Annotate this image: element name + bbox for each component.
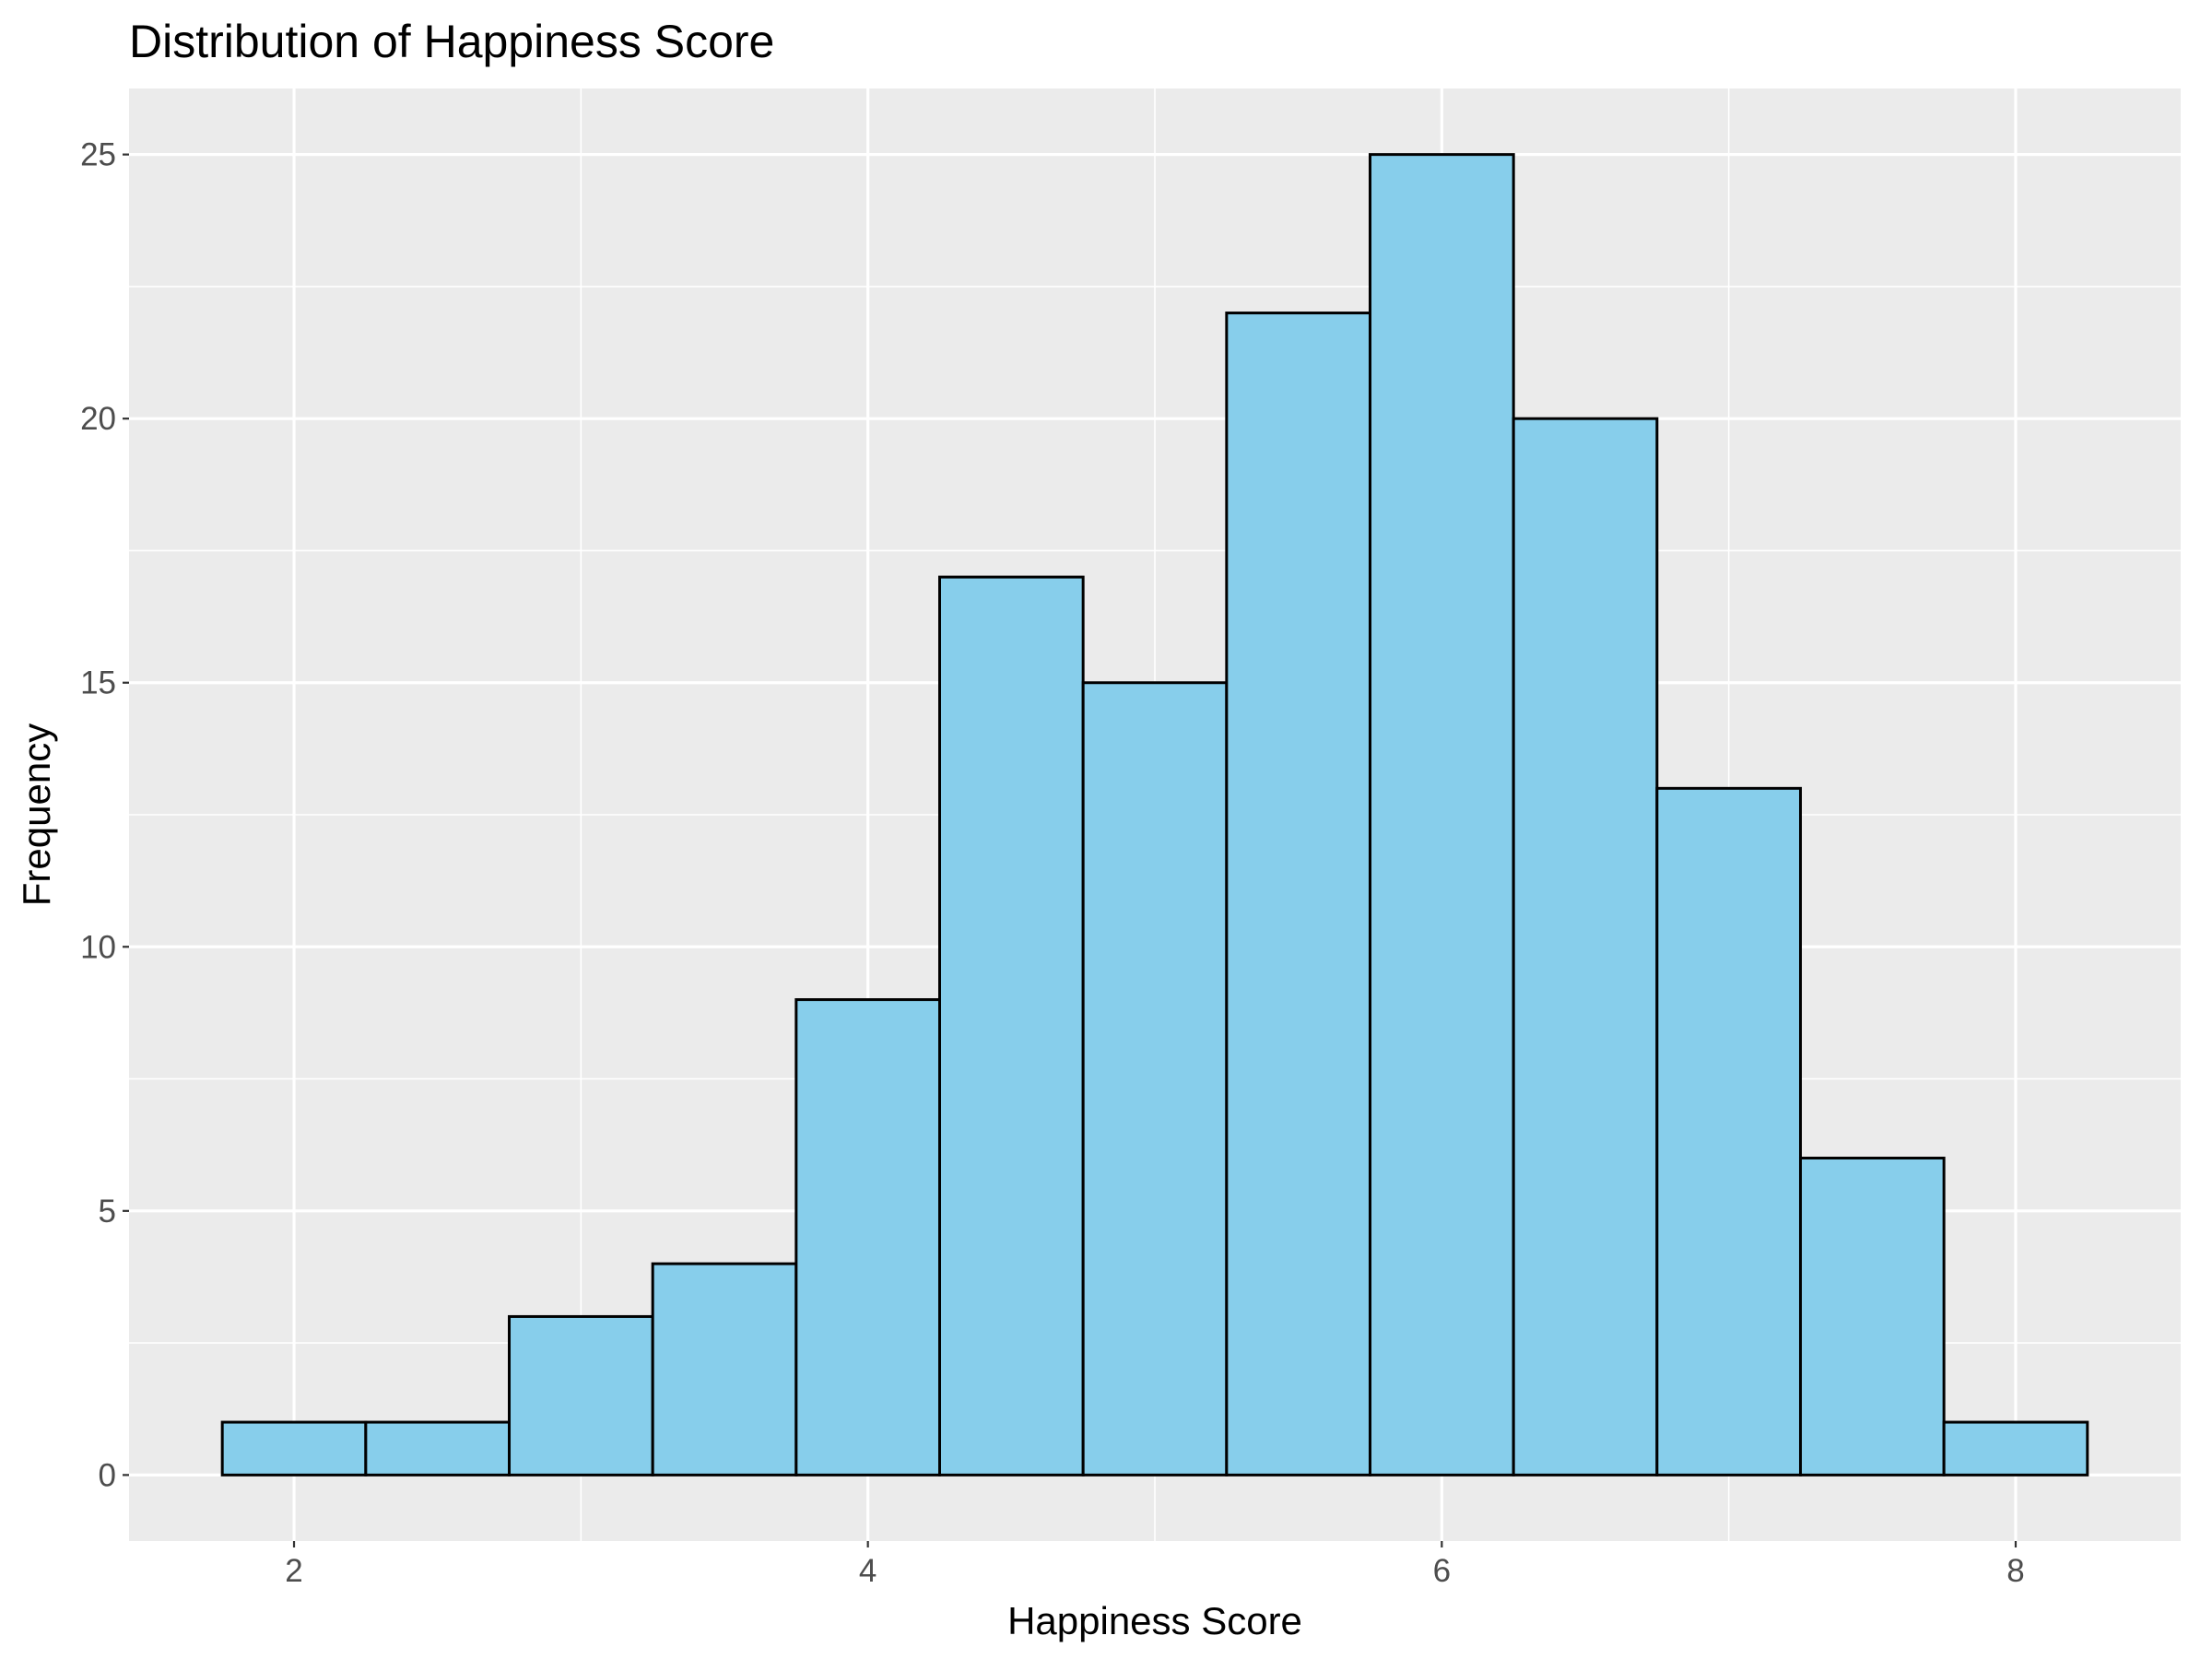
histogram-bar [364, 1420, 512, 1477]
y-tick-label: 0 [99, 1457, 116, 1493]
histogram-bar [1225, 312, 1371, 1477]
histogram-bar [1512, 417, 1659, 1477]
histogram-bar [1081, 681, 1229, 1477]
x-tick-label: 6 [1433, 1553, 1451, 1589]
histogram-bar [220, 1420, 368, 1477]
histogram-bar [1942, 1420, 2089, 1477]
histogram-bar [508, 1314, 654, 1477]
histogram-bar [1655, 786, 1802, 1477]
x-tick-label: 2 [285, 1553, 302, 1589]
y-axis: 0 5 10 15 20 25 [80, 137, 129, 1493]
histogram-bar [1368, 153, 1515, 1477]
histogram-bar [938, 575, 1085, 1477]
histogram-bar [651, 1262, 798, 1477]
y-tick-label: 20 [80, 401, 116, 437]
y-axis-title: Frequency [15, 724, 58, 906]
y-tick-label: 15 [80, 665, 116, 701]
chart-title: Distribution of Happiness Score [129, 16, 774, 67]
x-axis: 2 4 6 8 [285, 1541, 2025, 1589]
x-axis-title: Happiness Score [1007, 1599, 1302, 1642]
x-tick-label: 4 [859, 1553, 877, 1589]
y-tick-label: 25 [80, 137, 116, 173]
x-tick-label: 8 [2006, 1553, 2024, 1589]
histogram-bar [1798, 1157, 1946, 1477]
bars-group [220, 153, 2089, 1477]
y-tick-label: 10 [80, 929, 116, 965]
histogram-bar [794, 998, 942, 1477]
y-tick-label: 5 [99, 1194, 116, 1230]
